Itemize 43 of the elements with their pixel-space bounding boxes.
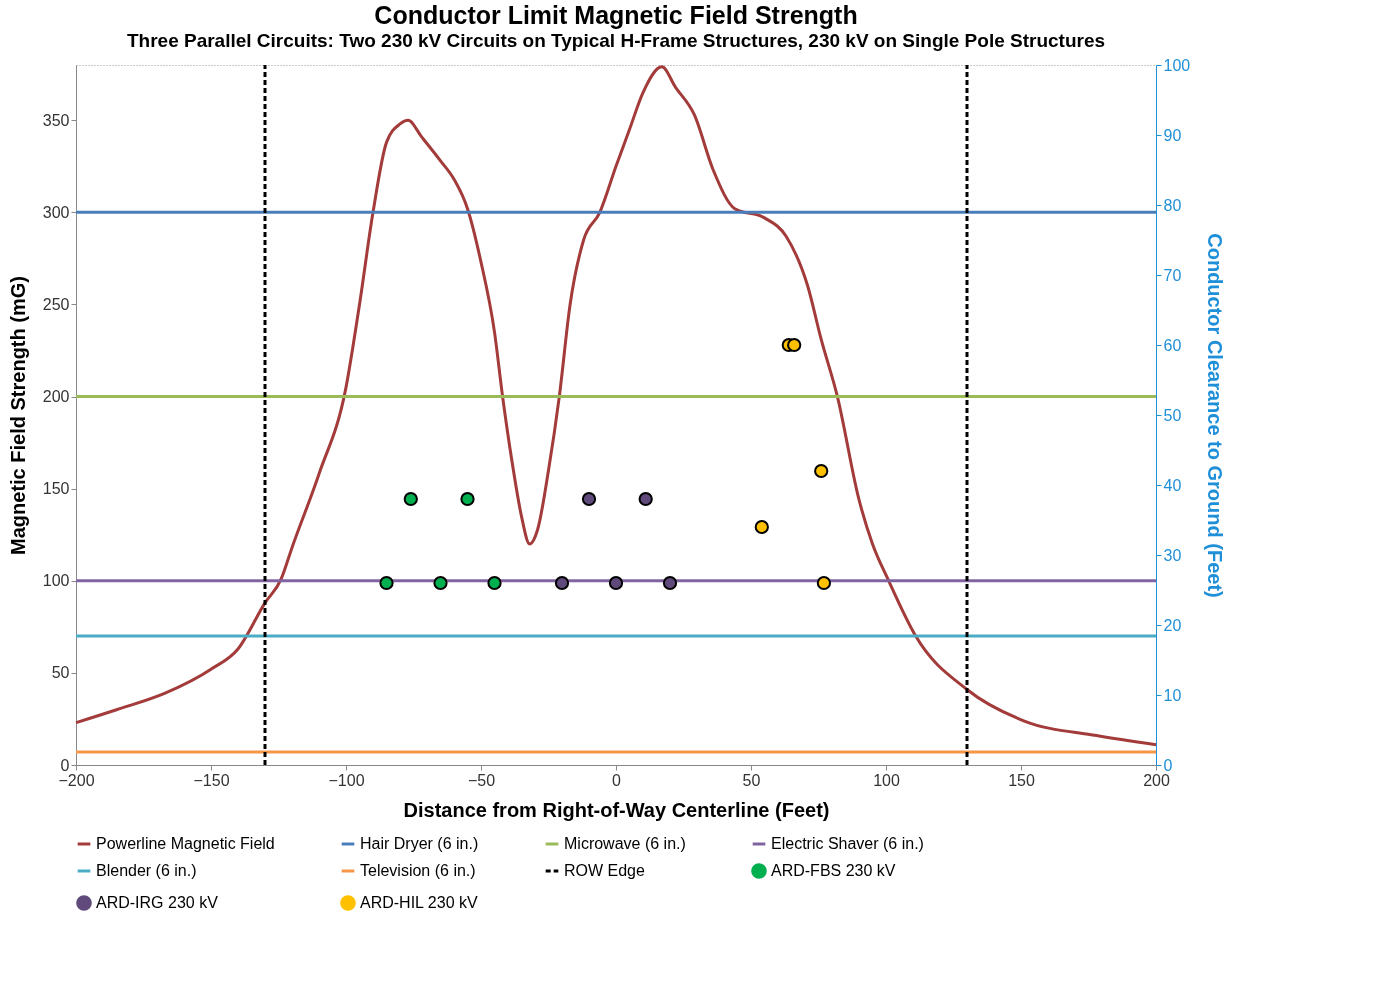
legend-label: Blender (6 in.) <box>96 862 197 879</box>
y-tick-label: 0 <box>60 756 70 774</box>
legend-label: ARD-IRG 230 kV <box>96 894 219 911</box>
y2-tick-label: 10 <box>1163 686 1182 704</box>
legend-label: Microwave (6 in.) <box>564 835 686 852</box>
legend-label: Electric Shaver (6 in.) <box>771 835 924 852</box>
x-tick-label: −200 <box>58 771 95 789</box>
y2-tick-label: 70 <box>1163 266 1182 284</box>
y-axis-title: Magnetic Field Strength (mG) <box>6 276 29 555</box>
y-tick-label: 350 <box>42 111 70 129</box>
chart-subtitle: Three Parallel Circuits: Two 230 kV Circuits on Typical H-Frame Structures, 230 kV on Single Pole Structures <box>126 30 1106 51</box>
chart-title: Conductor Limit Magnetic Field Strength <box>374 1 858 29</box>
x-tick-label: −50 <box>467 771 496 789</box>
legend-label: ARD-FBS 230 kV <box>771 862 896 879</box>
y-tick-label: 250 <box>42 295 70 313</box>
x-tick-label: 100 <box>873 771 900 789</box>
x-tick-label: 0 <box>612 771 622 789</box>
legend-label: Hair Dryer (6 in.) <box>360 835 479 852</box>
y-tick-label: 300 <box>42 203 70 221</box>
y2-tick-label: 60 <box>1163 336 1182 354</box>
y2-tick-label: 100 <box>1163 56 1191 74</box>
y2-tick-label: 90 <box>1163 126 1182 144</box>
y2-tick-label: 0 <box>1163 756 1173 774</box>
y2-tick-label: 80 <box>1163 196 1182 214</box>
y-tick-label: 200 <box>42 388 70 406</box>
y2-tick-label: 40 <box>1163 476 1182 494</box>
x-tick-label: 150 <box>1008 771 1035 789</box>
y2-tick-label: 50 <box>1163 406 1182 424</box>
y2-tick-label: 30 <box>1163 546 1182 564</box>
legend-label: ARD-HIL 230 kV <box>360 894 478 911</box>
x-tick-label: 50 <box>742 771 761 789</box>
x-tick-label: −100 <box>328 771 365 789</box>
legend-label: ROW Edge <box>564 862 646 879</box>
x-axis-title: Distance from Right-of-Way Centerline (Feet) <box>403 798 830 821</box>
y2-tick-label: 20 <box>1163 616 1182 634</box>
y-tick-label: 100 <box>42 572 70 590</box>
legend-label: Powerline Magnetic Field <box>96 835 275 852</box>
x-tick-label: −150 <box>193 771 230 789</box>
y2-axis-title: Conductor Clearance to Ground (Feet) <box>1204 233 1227 598</box>
legend-label: Television (6 in.) <box>360 862 476 879</box>
y-tick-label: 150 <box>42 480 70 498</box>
x-tick-label: 200 <box>1143 771 1170 789</box>
y-tick-label: 50 <box>51 664 70 682</box>
